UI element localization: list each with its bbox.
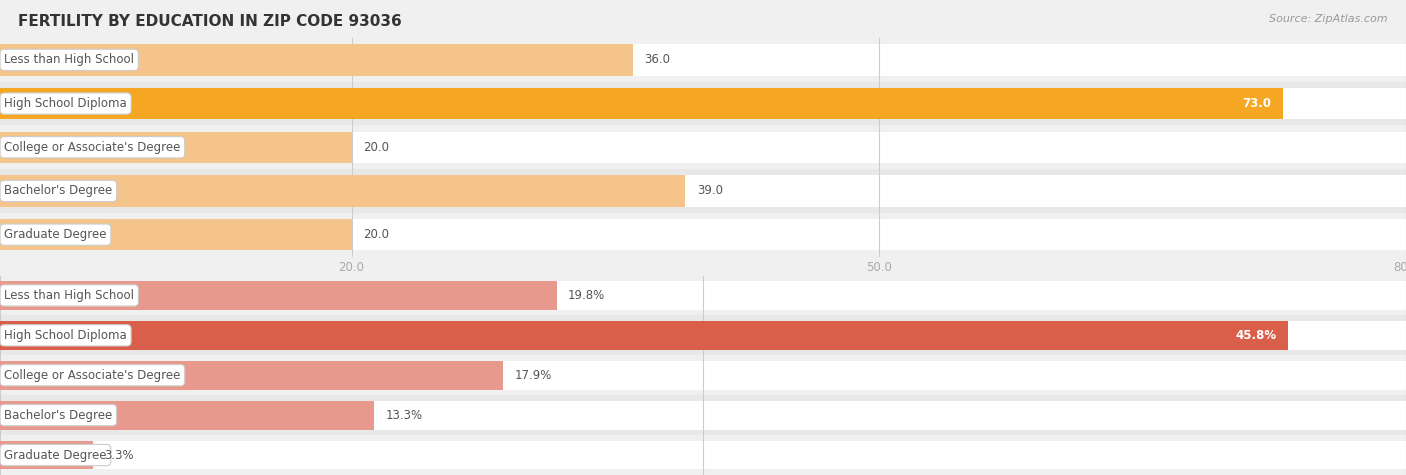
Text: High School Diploma: High School Diploma [4, 97, 127, 110]
Bar [0, 315, 1406, 355]
Bar [0, 175, 1406, 207]
Bar [0, 435, 1406, 475]
Bar [0, 276, 1406, 315]
Bar [0, 401, 1406, 429]
Bar [0, 441, 93, 469]
Text: 19.8%: 19.8% [568, 289, 605, 302]
Bar [0, 321, 1288, 350]
Bar [0, 44, 633, 76]
Bar [0, 213, 1406, 256]
Bar [0, 82, 1406, 125]
Text: FERTILITY BY EDUCATION IN ZIP CODE 93036: FERTILITY BY EDUCATION IN ZIP CODE 93036 [18, 14, 402, 29]
Text: 73.0: 73.0 [1243, 97, 1271, 110]
Text: College or Associate's Degree: College or Associate's Degree [4, 369, 180, 382]
Bar [0, 361, 1406, 390]
Bar [0, 44, 1406, 76]
Text: 3.3%: 3.3% [104, 448, 134, 462]
Text: Less than High School: Less than High School [4, 53, 134, 67]
Text: College or Associate's Degree: College or Associate's Degree [4, 141, 180, 154]
Text: Bachelor's Degree: Bachelor's Degree [4, 184, 112, 198]
Bar [0, 355, 1406, 395]
Bar [0, 132, 1406, 163]
Bar [0, 132, 352, 163]
Bar [0, 281, 557, 310]
Text: 20.0: 20.0 [363, 228, 388, 241]
Bar [0, 88, 1406, 119]
Text: Graduate Degree: Graduate Degree [4, 228, 107, 241]
Bar [0, 219, 1406, 250]
Text: Graduate Degree: Graduate Degree [4, 448, 107, 462]
Bar [0, 321, 1406, 350]
Bar [0, 361, 503, 390]
Bar [0, 38, 1406, 82]
Bar [0, 219, 352, 250]
Bar [0, 441, 1406, 469]
Bar [0, 125, 1406, 169]
Text: Less than High School: Less than High School [4, 289, 134, 302]
Bar [0, 175, 686, 207]
Text: 17.9%: 17.9% [515, 369, 553, 382]
Text: 20.0: 20.0 [363, 141, 388, 154]
Bar [0, 88, 1282, 119]
Text: 39.0: 39.0 [697, 184, 723, 198]
Bar [0, 401, 374, 429]
Bar [0, 281, 1406, 310]
Text: 45.8%: 45.8% [1236, 329, 1277, 342]
Bar [0, 395, 1406, 435]
Bar [0, 169, 1406, 213]
Text: 36.0: 36.0 [644, 53, 669, 67]
Text: High School Diploma: High School Diploma [4, 329, 127, 342]
Text: Bachelor's Degree: Bachelor's Degree [4, 408, 112, 422]
Text: 13.3%: 13.3% [385, 408, 422, 422]
Text: Source: ZipAtlas.com: Source: ZipAtlas.com [1270, 14, 1388, 24]
